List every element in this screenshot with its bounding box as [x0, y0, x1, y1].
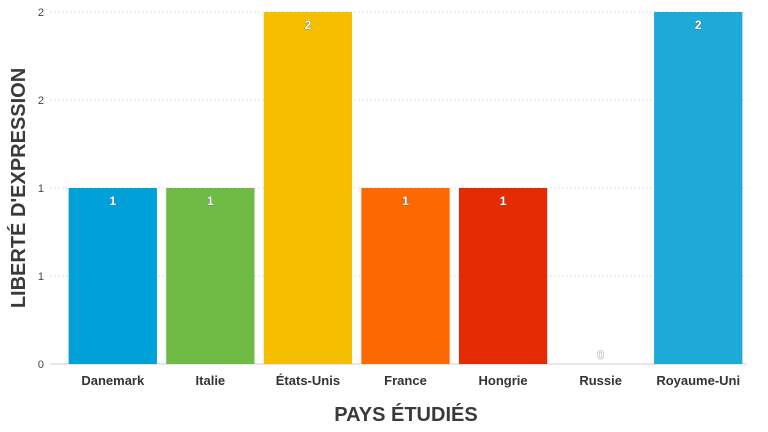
data-label: 1 [109, 194, 116, 208]
data-label: 1 [500, 194, 507, 208]
y-tick-label: 2 [38, 95, 44, 107]
y-tick-label: 2 [38, 7, 44, 19]
x-tick-label: Russie [579, 373, 622, 388]
x-tick-label: Royaume-Uni [656, 373, 740, 388]
data-labels: 1 1 2 1 1 0 2 [109, 18, 702, 363]
bar [166, 188, 255, 364]
x-tick-label: Danemark [81, 373, 145, 388]
data-label: 0 [597, 348, 604, 362]
data-label: 2 [305, 18, 312, 32]
x-tick-label: Hongrie [479, 373, 528, 388]
x-axis-ticks: Danemark Italie États-Unis France Hongrie Rus… [81, 373, 740, 388]
bar [654, 12, 743, 364]
x-tick-label: France [384, 373, 427, 388]
data-label: 1 [207, 194, 214, 208]
y-tick-label: 1 [38, 271, 44, 283]
bar [263, 12, 353, 364]
y-tick-label: 0 [38, 359, 44, 371]
y-axis-title: LIBERTÉ D'EXPRESSION [7, 68, 30, 308]
bars [68, 12, 743, 364]
bar [458, 188, 548, 364]
bar [68, 188, 157, 364]
data-label: 1 [402, 194, 409, 208]
y-tick-label: 1 [38, 183, 44, 195]
x-tick-label: États-Unis [276, 373, 340, 388]
x-axis-title: PAYS ÉTUDIÉS [334, 403, 477, 426]
data-label: 2 [695, 18, 702, 32]
x-tick-label: Italie [196, 373, 226, 388]
y-axis-ticks: 0 1 1 2 2 [38, 7, 44, 371]
bar [361, 188, 450, 364]
